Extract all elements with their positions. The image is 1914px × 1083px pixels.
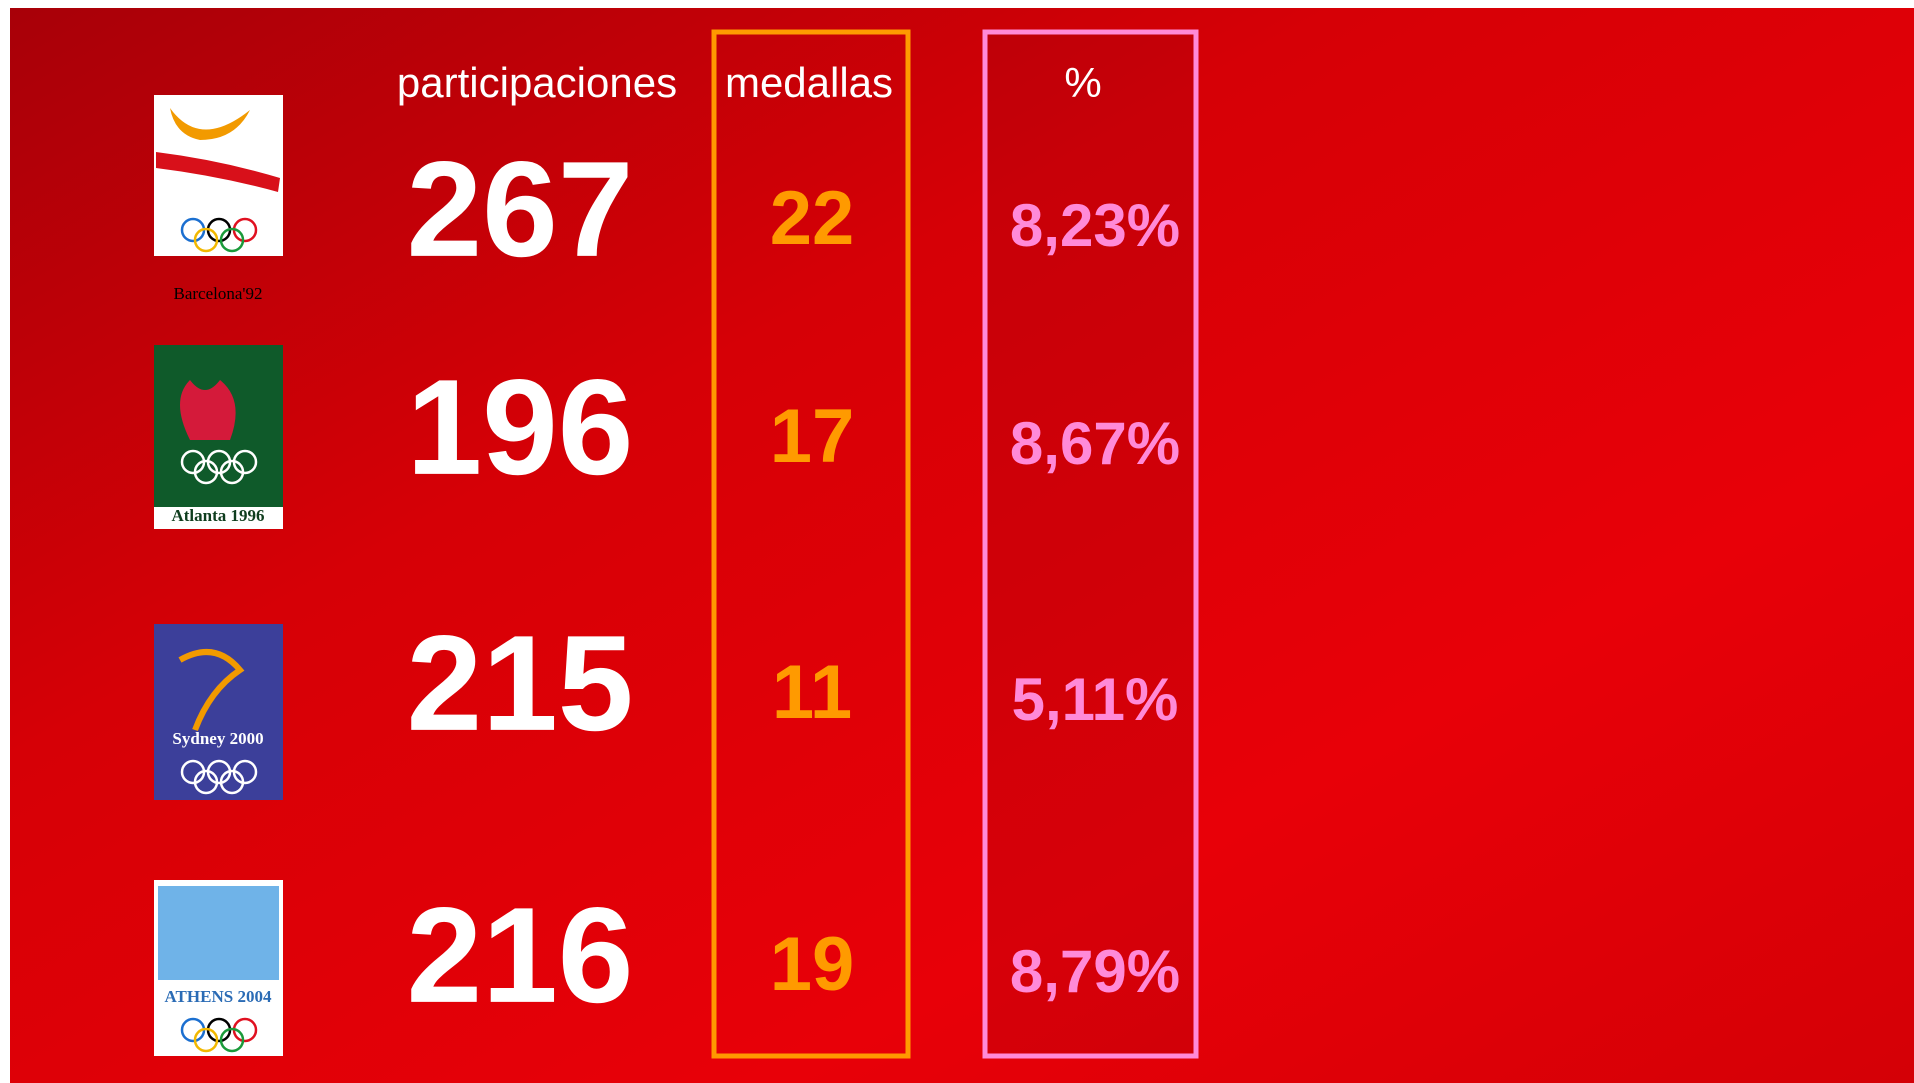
olympic-ring bbox=[219, 769, 245, 795]
olympic-ring bbox=[193, 227, 219, 253]
porcentaje: 5,11% bbox=[1012, 666, 1179, 733]
olympic-ring bbox=[193, 459, 219, 485]
medallas: 22 bbox=[770, 176, 855, 261]
header: % bbox=[1064, 59, 1101, 106]
logo-shape bbox=[170, 108, 250, 140]
porcentaje: 8,67% bbox=[1010, 410, 1180, 477]
logo-shape bbox=[178, 649, 245, 732]
logo-label: Barcelona'92 bbox=[174, 284, 263, 303]
participaciones: 267 bbox=[407, 133, 634, 285]
logo-shape bbox=[156, 152, 280, 192]
logo-label: Sydney 2000 bbox=[172, 729, 263, 748]
header: medallas bbox=[725, 59, 893, 106]
olympic-ring bbox=[193, 1027, 219, 1053]
logo-label: ATHENS 2004 bbox=[165, 987, 272, 1006]
medallas: 17 bbox=[770, 394, 855, 479]
participaciones: 215 bbox=[407, 607, 634, 759]
medallas-box bbox=[711, 29, 911, 1059]
logo-strip bbox=[154, 507, 283, 529]
olympic-ring bbox=[193, 769, 219, 795]
olympic-ring bbox=[219, 459, 245, 485]
porcentaje: 8,23% bbox=[1010, 192, 1180, 259]
percent-box bbox=[982, 29, 1199, 1059]
logo-panel bbox=[158, 886, 279, 980]
olympic-ring bbox=[219, 227, 245, 253]
olympic-ring bbox=[219, 1027, 245, 1053]
header: participaciones bbox=[397, 59, 677, 106]
participaciones: 196 bbox=[407, 351, 634, 503]
logo-label: Atlanta 1996 bbox=[171, 506, 264, 525]
participaciones: 216 bbox=[407, 879, 634, 1031]
background bbox=[10, 8, 1914, 1083]
medallas: 19 bbox=[770, 922, 855, 1007]
medallas: 11 bbox=[772, 650, 852, 735]
logo bbox=[154, 624, 283, 800]
porcentaje: 8,79% bbox=[1010, 938, 1180, 1005]
logo-shape bbox=[180, 380, 236, 440]
